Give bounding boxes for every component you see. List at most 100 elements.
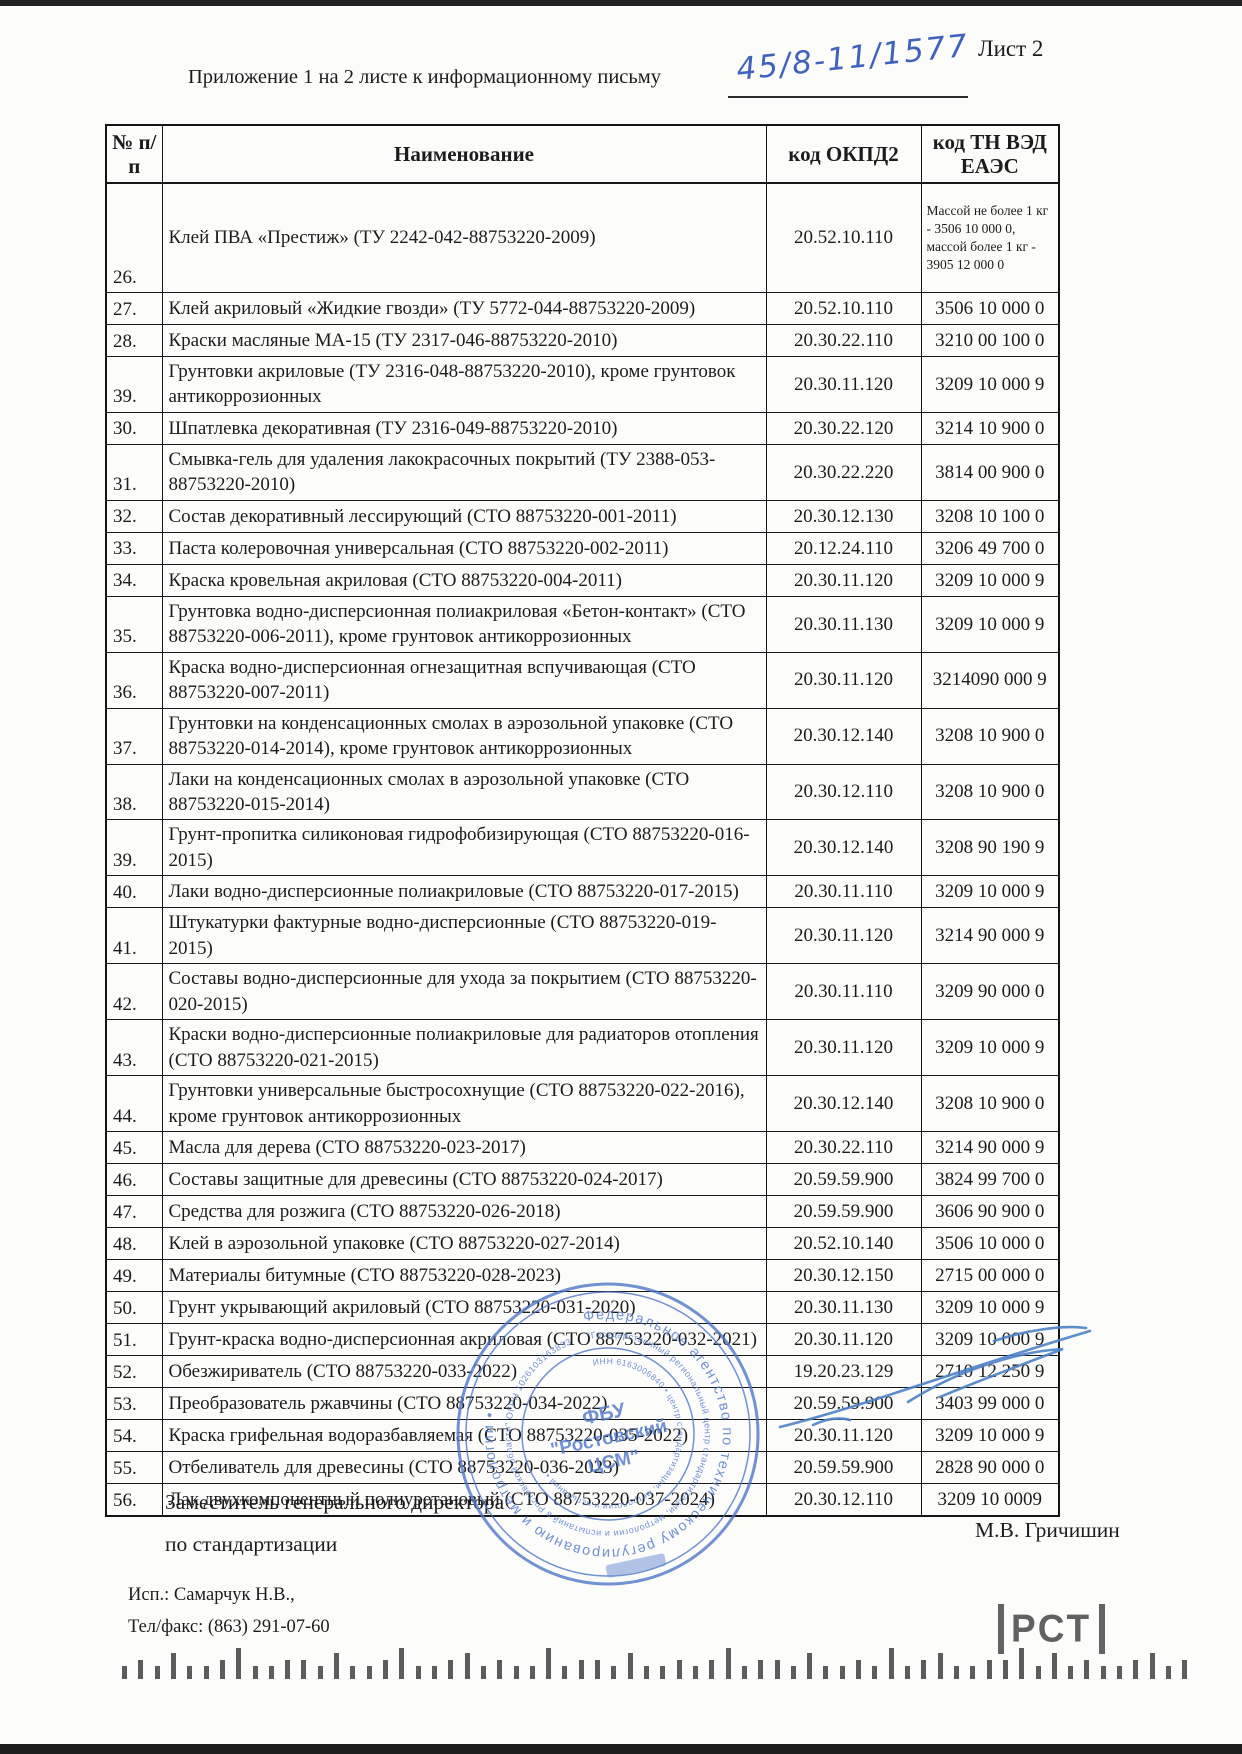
table-row: 36. Краска водно-дисперсионная огнезащитн… [105,651,1060,709]
barcode-bar [709,1660,715,1679]
rst-letters: РСТ [1011,1606,1093,1650]
barcode [122,1645,1188,1679]
row-number: 51. [105,1322,163,1356]
okpd2-code: 20.30.11.110 [765,963,922,1021]
row-number: 28. [105,324,163,357]
product-name: Грунтовка водно-дисперсионная полиакрило… [161,595,767,653]
product-name: Паста колеровочная универсальная (СТО 88… [161,531,767,565]
table-row: 55. Отбеливатель для древесины (СТО 88753… [105,1450,1060,1484]
barcode-bar [366,1666,372,1679]
tnved-code: 3209 90 000 0 [920,963,1060,1021]
barcode-bar [595,1660,601,1679]
barcode-bar [937,1653,943,1679]
row-number: 42. [105,963,163,1021]
barcode-bar [464,1653,470,1679]
okpd2-code: 20.30.12.140 [765,707,922,765]
table-row: 50. Грунт укрывающий акриловый (СТО 88753… [105,1290,1060,1324]
table-row: 44. Грунтовки универсальные быстросохнущи… [105,1075,1060,1132]
tnved-code: 3606 90 900 0 [920,1194,1060,1228]
product-name: Краски масляные МА-15 (ТУ 2317-046-88753… [161,324,767,357]
product-name: Материалы битумные (СТО 88753220-028-202… [161,1258,767,1292]
okpd2-code: 20.30.11.110 [765,875,922,909]
table-row: 53. Преобразователь ржавчины (СТО 8875322… [105,1386,1060,1420]
barcode-bar [415,1666,421,1679]
barcode-bar [1117,1666,1123,1679]
okpd2-code: 20.30.12.110 [765,763,922,821]
barcode-bar [138,1660,144,1679]
okpd2-code: 19.20.23.129 [765,1354,922,1388]
barcode-bar [741,1666,747,1679]
product-name: Шпатлевка декоративная (ТУ 2316-049-8875… [161,411,767,445]
okpd2-code: 20.30.11.120 [765,651,922,709]
product-name: Составы водно-дисперсионные для ухода за… [161,963,767,1021]
barcode-bar [562,1666,568,1679]
products-table: № п/п Наименование код ОКПД2 код ТН ВЭД … [105,124,1060,1517]
barcode-bar [1084,1660,1090,1679]
product-name: Краска грифельная водоразбавляемая (СТО … [161,1418,767,1452]
tnved-code: 3209 10 000 9 [920,875,1060,909]
product-name: Грунтовки на конденсационных смолах в аэ… [161,707,767,765]
table-row: 47. Средства для розжига (СТО 88753220-02… [105,1194,1060,1228]
tnved-code: 3209 10 000 9 [920,356,1060,413]
product-name: Обезжириватель (СТО 88753220-033-2022) [161,1354,767,1388]
barcode-bar [986,1660,992,1679]
tnved-code: 2710 12 250 9 [920,1354,1060,1388]
barcode-bar [236,1648,242,1679]
product-name: Грунтовки универсальные быстросохнущие (… [161,1075,767,1132]
appendix-line: Приложение 1 на 2 листе к информационном… [188,66,661,88]
barcode-bar [839,1666,845,1679]
row-number: 36. [105,651,163,709]
okpd2-code: 20.30.12.150 [765,1258,922,1292]
tnved-code: 3214 10 900 0 [920,411,1060,445]
table-row: 40. Лаки водно-дисперсионные полиакриловы… [105,875,1060,909]
row-number: 38. [105,763,163,821]
barcode-bar [448,1660,454,1679]
rst-right-bar-icon [1099,1604,1106,1654]
table-row: 51. Грунт-краска водно-дисперсионная акри… [105,1322,1060,1356]
barcode-bar [1166,1666,1171,1679]
barcode-bar [513,1666,519,1679]
barcode-bar [187,1666,193,1679]
table-row: 33. Паста колеровочная универсальная (СТО… [105,531,1060,565]
barcode-bar [1068,1666,1074,1679]
barcode-bar [1002,1660,1008,1679]
product-table-body: 26. Клей ПВА «Престиж» (ТУ 2242-042-88753… [105,182,1060,1517]
tnved-code: 3214 90 000 9 [920,1130,1060,1164]
sheet-number-label: Лист 2 [978,36,1044,61]
barcode-bar [203,1666,209,1679]
okpd2-code: 20.59.59.900 [765,1194,922,1228]
row-number: 39. [105,356,163,413]
tnved-code: 3208 10 900 0 [920,1075,1060,1132]
product-name: Грунт укрывающий акриловый (СТО 88753220… [161,1290,767,1324]
tnved-code: 3214090 000 9 [920,651,1060,709]
barcode-bar [350,1666,356,1679]
executor-line: Исп.: Самарчук Н.В., [128,1585,295,1605]
product-name: Смывка-гель для удаления лакокрасочных п… [161,443,767,501]
header-row-number: № п/п [105,124,163,184]
tnved-code: Массой не более 1 кг - 3506 10 000 0, ма… [920,182,1060,293]
product-name: Клей ПВА «Престиж» (ТУ 2242-042-88753220… [161,182,767,293]
tnved-code: 3403 99 000 0 [920,1386,1060,1420]
barcode-bar [660,1666,666,1679]
product-name: Грунт-краска водно-дисперсионная акрилов… [161,1322,767,1356]
table-row: 48. Клей в аэрозольной упаковке (СТО 8875… [105,1226,1060,1260]
barcode-bar [970,1666,976,1679]
scan-artifact-bottom [0,1744,1242,1754]
table-row: 52. Обезжириватель (СТО 88753220-033-2022… [105,1354,1060,1388]
okpd2-code: 20.52.10.110 [765,292,922,325]
product-name: Состав декоративный лессирующий (СТО 887… [161,499,767,533]
scan-artifact-top [0,0,1242,6]
table-row: 37. Грунтовки на конденсационных смолах в… [105,707,1060,765]
table-row: 27. Клей акриловый «Жидкие гвозди» (ТУ 57… [105,292,1060,325]
tnved-code: 2715 00 000 0 [920,1258,1060,1292]
okpd2-code: 20.30.11.120 [765,1418,922,1452]
product-name: Штукатурки фактурные водно-дисперсионные… [161,907,767,965]
barcode-bar [301,1660,307,1679]
okpd2-code: 20.30.11.130 [765,1290,922,1324]
row-number: 39. [105,819,163,877]
okpd2-code: 20.52.10.110 [765,182,922,293]
tnved-code: 3209 10 000 9 [920,563,1060,597]
product-name: Грунт-пропитка силиконовая гидрофобизиру… [161,819,767,877]
tnved-code: 3208 10 900 0 [920,707,1060,765]
rst-left-bar-icon [998,1604,1004,1654]
